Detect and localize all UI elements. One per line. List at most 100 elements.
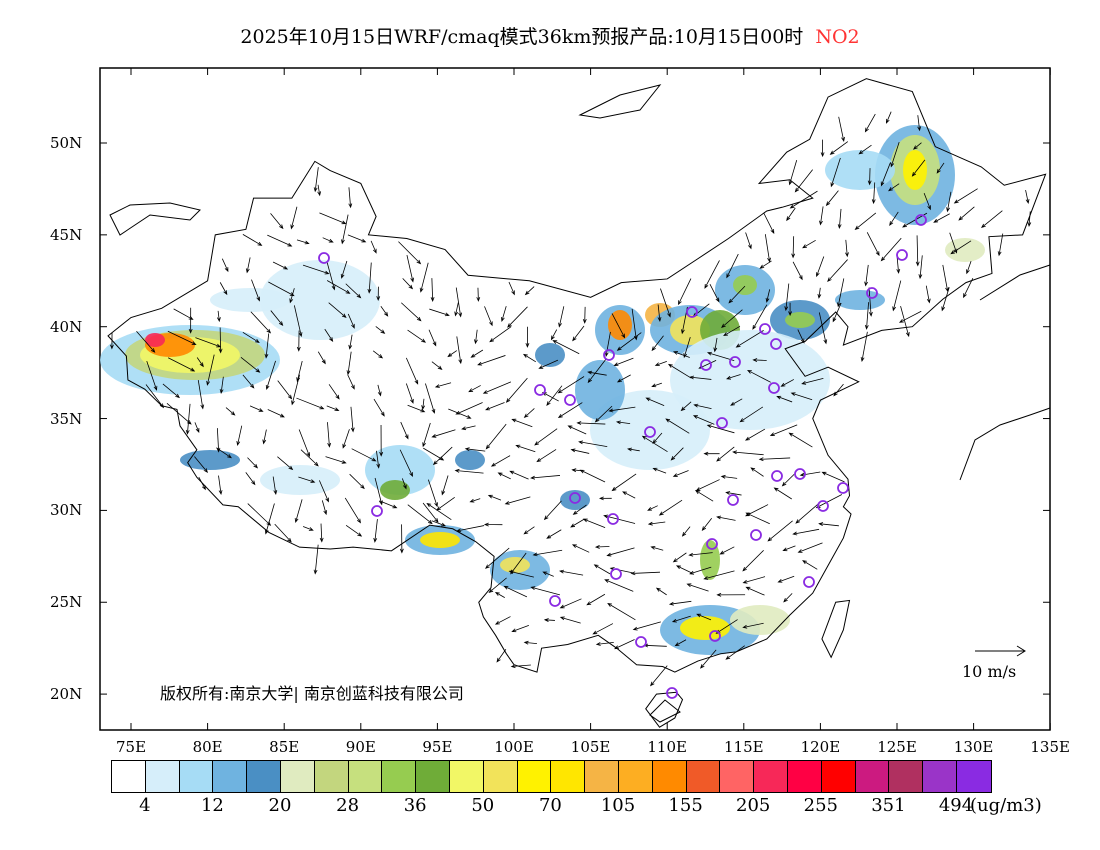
concentration-patch: [260, 465, 340, 495]
wind-arrow: [349, 473, 365, 490]
wind-arrow: [726, 253, 739, 279]
wind-arrow: [818, 312, 828, 345]
wind-arrow: [247, 503, 272, 526]
wind-arrow: [720, 474, 738, 479]
wind-arrow: [422, 502, 439, 523]
wind-arrow: [815, 256, 825, 278]
boundaries: [107, 78, 1051, 728]
wind-arrow: [430, 278, 435, 302]
wind-arrow: [603, 514, 636, 524]
wind-arrow: [194, 456, 209, 473]
concentration-fill: [100, 125, 985, 655]
wind-arrow: [441, 475, 449, 496]
wind-arrow: [966, 260, 972, 275]
wind-arrow: [845, 239, 849, 258]
wind-arrow: [300, 449, 319, 467]
wind-arrow: [758, 457, 791, 462]
wind-arrow: [728, 285, 746, 304]
station-marker: [759, 323, 771, 335]
wind-arrow: [322, 237, 334, 243]
axis-ticks: [100, 68, 1051, 730]
wind-arrow: [474, 329, 478, 345]
wind-arrow: [293, 305, 303, 338]
station-marker: [607, 513, 619, 525]
wind-arrow: [953, 188, 978, 204]
wind-arrow: [963, 277, 974, 299]
wind-arrow: [788, 160, 798, 186]
wind-arrow: [428, 329, 437, 347]
wind-arrow: [911, 159, 926, 177]
wind-arrow: [328, 384, 340, 400]
wind-scale-label: 10 m/s: [962, 662, 1017, 681]
wind-arrow: [419, 262, 429, 293]
concentration-patch: [365, 445, 435, 495]
colorbar-swatch: [382, 761, 417, 792]
wind-arrow: [917, 115, 922, 132]
wind-arrow: [936, 162, 945, 174]
wind-arrow: [667, 363, 692, 379]
wind-arrow: [752, 358, 767, 362]
colorbar-swatch: [213, 761, 248, 792]
wind-arrow: [742, 550, 764, 572]
wind-arrow: [672, 470, 689, 477]
lat-label: 25N: [50, 593, 83, 612]
station-marker: [750, 529, 762, 541]
wind-arrow: [721, 309, 743, 329]
wind-arrow: [880, 162, 891, 187]
station-marker: [644, 426, 656, 438]
colorbar-label: 28: [336, 795, 360, 816]
wind-arrow: [489, 326, 512, 343]
wind-arrow: [776, 395, 793, 403]
concentration-patch: [420, 532, 460, 548]
wind-arrow: [613, 357, 634, 367]
wind-arrow: [490, 455, 511, 467]
wind-arrow: [185, 403, 191, 435]
colorbar-unit: (ug/m3): [970, 795, 1042, 816]
wind-arrow: [313, 544, 319, 575]
colorbar-label: 255: [803, 795, 838, 816]
wind-arrow: [647, 505, 658, 511]
wind-arrow: [206, 354, 215, 386]
station-marker: [700, 359, 712, 371]
colorbar-label: 70: [538, 795, 562, 816]
wind-arrow: [744, 428, 766, 441]
wind-arrow: [888, 183, 900, 192]
concentration-patch: [825, 150, 895, 190]
colorbar-label: 20: [268, 795, 292, 816]
wind-arrow: [655, 587, 667, 596]
wind-arrow: [296, 239, 310, 245]
wind-arrow: [836, 278, 845, 308]
concentration-patch: [785, 312, 815, 328]
wind-arrow: [525, 326, 530, 348]
wind-arrow: [225, 407, 236, 416]
map-title: 2025年10月15日WRF/cmaq模式36km预报产品:10月15日00时 N…: [0, 22, 1100, 49]
wind-arrow: [319, 523, 324, 543]
colorbar-swatch: [652, 761, 687, 792]
wind-arrow: [1025, 189, 1030, 204]
wind-arrow: [313, 167, 319, 193]
wind-arrow: [616, 332, 642, 351]
wind-arrow: [832, 302, 842, 323]
wind-arrow: [407, 404, 426, 413]
wind-arrow: [657, 304, 662, 323]
wind-arrow: [582, 518, 606, 529]
wind-arrow: [918, 255, 923, 280]
colorbar-swatch: [449, 761, 484, 792]
wind-arrow: [686, 583, 709, 592]
wind-arrow: [726, 374, 741, 380]
colorbar-label: 36: [403, 795, 427, 816]
wind-arrow: [946, 191, 952, 213]
title-text: 2025年10月15日WRF/cmaq模式36km预报产品:10月15日00时: [240, 26, 804, 48]
wind-arrow: [145, 384, 165, 409]
wind-arrow: [325, 456, 347, 464]
wind-arrow: [651, 382, 662, 388]
station-marker: [371, 505, 383, 517]
lon-label: 135E: [1030, 738, 1070, 756]
wind-arrow: [302, 264, 330, 275]
wind-arrow: [765, 289, 771, 303]
wind-arrow: [508, 281, 515, 296]
wind-arrow: [783, 593, 793, 603]
wind-arrow: [696, 613, 712, 621]
wind-arrow: [615, 420, 631, 425]
wind-arrow: [641, 435, 668, 453]
